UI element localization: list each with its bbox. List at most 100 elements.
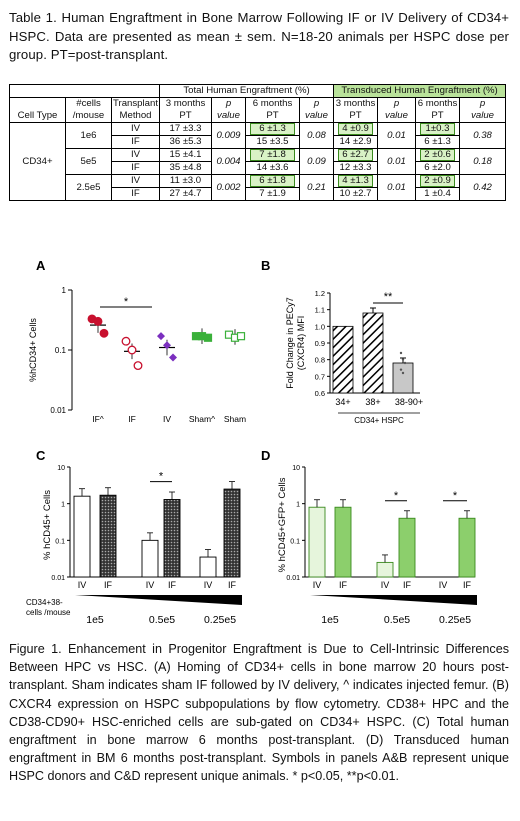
- column-header: Transplant: [110, 97, 161, 110]
- x-tick-label: IV: [163, 414, 171, 424]
- dose-gradient-triangle: [310, 595, 477, 605]
- data-point: [93, 316, 103, 326]
- y-tick-label: 0.7: [315, 372, 325, 381]
- total-3mo-cell: 36 ±5.3: [159, 135, 213, 149]
- column-header: value: [299, 110, 335, 123]
- p-value-cell: 0.009: [211, 122, 247, 149]
- data-point: [401, 371, 405, 375]
- y-axis-label: % hCD45+GFP+ Cells: [277, 477, 288, 572]
- y-tick-label: 0.9: [315, 339, 325, 348]
- x-tick-label: IV: [146, 580, 155, 590]
- transduced-3mo-cell: 4 ±0.9: [333, 122, 379, 136]
- bar: [392, 362, 414, 394]
- bar: [308, 506, 326, 578]
- bar: [362, 312, 384, 394]
- data-point: [236, 332, 246, 341]
- data-point: [203, 333, 213, 342]
- x-tick-label: IF: [128, 414, 136, 424]
- bar: [223, 488, 241, 578]
- column-header: p: [299, 97, 335, 110]
- total-6mo-cell-value: 6 ±1.3: [250, 123, 296, 135]
- y-tick-label: 0.6: [315, 389, 325, 398]
- total-3mo-cell: 17 ±3.3: [159, 122, 213, 136]
- total-6mo-cell: 7 ±1.9: [245, 187, 301, 201]
- y-axis-label: (CXCR4) MFI: [296, 316, 306, 371]
- column-header: p: [211, 97, 247, 110]
- significance-star: *: [394, 490, 399, 502]
- column-header: Method: [110, 110, 161, 123]
- transduced-3mo-cell: 6 ±2.7: [333, 148, 379, 162]
- dose-value: 0.25e5: [204, 614, 236, 626]
- bar: [73, 495, 91, 578]
- bar: [376, 561, 394, 578]
- transduced-3mo-cell: 14 ±2.9: [333, 135, 379, 149]
- column-header: PT: [159, 110, 213, 123]
- y-tick-label: 1.0: [315, 322, 325, 331]
- p-value-cell: 0.01: [377, 122, 417, 149]
- transduced-6mo-cell-value: 2 ±0.6: [420, 149, 456, 161]
- p-value-cell: 0.38: [459, 122, 507, 149]
- bar: [332, 325, 354, 394]
- significance-star: *: [453, 490, 458, 502]
- column-header: value: [211, 110, 247, 123]
- transduced-3mo-cell-value: 4 ±0.9: [338, 123, 374, 135]
- column-header: 3 months: [333, 97, 379, 110]
- total-6mo-cell: 15 ±3.5: [245, 135, 301, 149]
- y-tick-label: 1.2: [315, 289, 325, 298]
- dose-value: 0.5e5: [384, 614, 410, 626]
- transduced-6mo-cell: 1±0.3: [415, 122, 461, 136]
- panel-a-chart: A 1 0.1 0.01 %hCD34+ Cells IF^ IF IV Sham^ Sham *: [28, 258, 246, 424]
- transduced-6mo-cell: 2 ±0.6: [415, 148, 461, 162]
- bar: [141, 539, 159, 578]
- transduced-3mo-cell: 10 ±2.7: [333, 187, 379, 201]
- total-3mo-cell: 15 ±4.1: [159, 148, 213, 162]
- column-header: PT: [415, 110, 461, 123]
- dose-cell: 5e5: [65, 148, 112, 175]
- column-header: 6 months: [415, 97, 461, 110]
- cell-type-cd34: CD34+: [9, 122, 66, 201]
- column-header: PT: [333, 110, 379, 123]
- x-tick-label: 34+: [335, 397, 350, 407]
- p-value-cell: 0.42: [459, 174, 507, 201]
- y-tick-label: 0.8: [315, 356, 325, 365]
- transduced-engraftment-header: Transduced Human Engraftment (%): [333, 84, 507, 98]
- dose-label: cells /mouse: [26, 608, 71, 617]
- x-tick-label: Sham: [224, 414, 246, 424]
- data-point: [403, 361, 407, 365]
- p-value-cell: 0.08: [299, 122, 335, 149]
- y-tick-label: 10: [292, 465, 300, 472]
- total-3mo-cell: 11 ±3.0: [159, 174, 213, 188]
- y-tick-label: 1: [62, 286, 67, 295]
- dose-value: 1e5: [86, 614, 104, 626]
- dose-value: 0.5e5: [149, 614, 175, 626]
- transduced-6mo-cell: 6 ±2.0: [415, 161, 461, 175]
- significance-star: **: [384, 291, 393, 303]
- y-axis-label: %hCD34+ Cells: [28, 318, 38, 382]
- total-engraftment-header: Total Human Engraftment (%): [159, 84, 335, 98]
- dose-value: 0.25e5: [439, 614, 471, 626]
- bar: [163, 499, 181, 578]
- data-point: [121, 336, 131, 346]
- column-header: p: [459, 97, 507, 110]
- transduced-3mo-cell: 12 ±3.3: [333, 161, 379, 175]
- method-cell: IV: [110, 174, 161, 188]
- y-tick-label: 0.1: [55, 538, 65, 545]
- data-point: [169, 353, 177, 362]
- transduced-6mo-cell: 2 ±0.9: [415, 174, 461, 188]
- bar: [199, 556, 217, 578]
- method-cell: IF: [110, 161, 161, 175]
- bar: [334, 506, 352, 578]
- x-tick-label: IV: [381, 580, 390, 590]
- panel-letter: D: [261, 448, 270, 463]
- method-cell: IF: [110, 135, 161, 149]
- panel-b-chart: B 1.2 1.1 1.0 0.9 0.8 0.7 0.6 Fold Change in PEC…: [261, 258, 423, 425]
- x-tick-label: IF: [168, 580, 177, 590]
- y-tick-label: 0.1: [55, 346, 67, 355]
- blank-header: [8, 84, 161, 98]
- total-3mo-cell: 35 ±4.8: [159, 161, 213, 175]
- transduced-6mo-cell: 1 ±0.4: [415, 187, 461, 201]
- x-tick-label: IV: [204, 580, 213, 590]
- p-value-cell: 0.004: [211, 148, 247, 175]
- bar: [458, 517, 476, 578]
- panel-c-chart: C 10 1 0.1 0.01 % hCD45+ Cells IV IF IV IF IV IF * CD…: [26, 448, 242, 626]
